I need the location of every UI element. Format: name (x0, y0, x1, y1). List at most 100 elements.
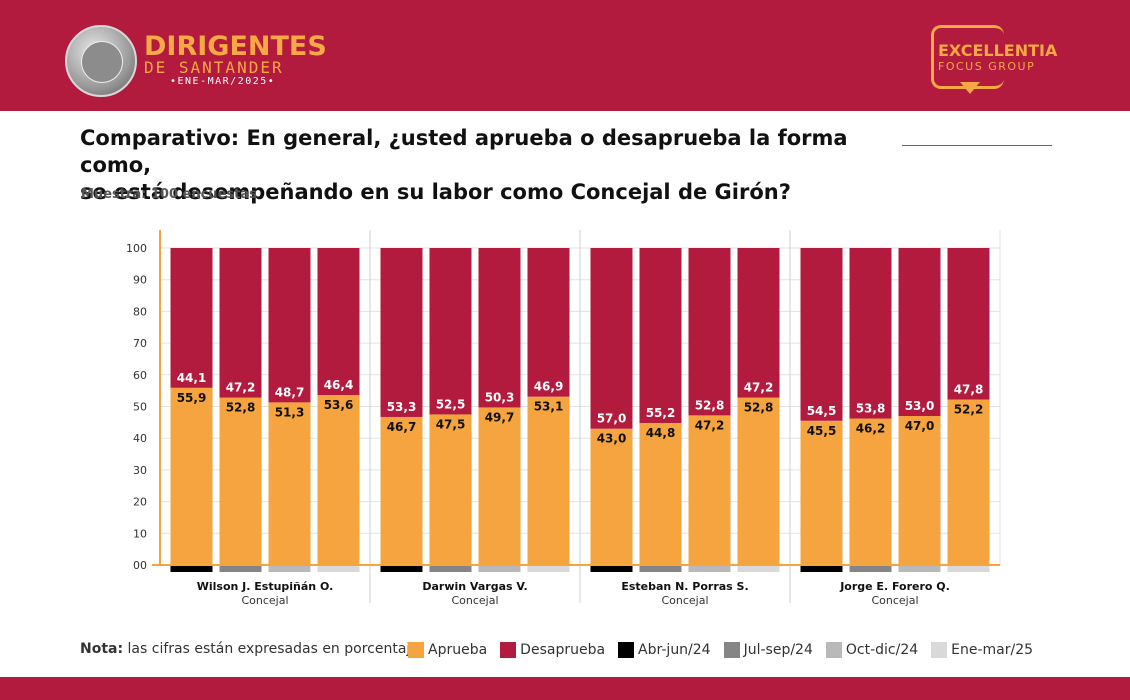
note-label: Nota: (80, 641, 124, 657)
bar-desaprueba (478, 248, 521, 408)
brand-period: •ENE-MAR/2025• (170, 76, 276, 87)
bar-aprueba (380, 416, 423, 565)
period-marker (317, 566, 360, 572)
bar-desaprueba (688, 248, 731, 416)
legend-swatch-jul-sep (723, 642, 740, 658)
period-marker (268, 566, 311, 572)
data-label-aprueba: 47,5 (436, 417, 466, 431)
bar-aprueba (478, 407, 521, 565)
sample-size: Muestra: 100 encuestas (81, 187, 257, 202)
brand-subtitle: DE SANTANDER (144, 58, 284, 77)
category-label-role: Concejal (241, 594, 288, 607)
bar-desaprueba (737, 248, 780, 398)
bar-desaprueba (317, 248, 360, 396)
bar-aprueba (639, 422, 682, 565)
period-marker (639, 566, 682, 572)
data-label-aprueba: 52,8 (226, 401, 256, 415)
legend-item-abr-jun: Abr-jun/24 (618, 642, 711, 658)
y-tick-label: 60 (133, 369, 147, 382)
y-tick-label: 20 (133, 496, 147, 509)
legend-item-desaprueba: Desaprueba (500, 642, 605, 658)
y-tick-label: 30 (133, 464, 147, 477)
period-marker (380, 566, 423, 572)
bar-desaprueba (639, 248, 682, 423)
period-marker (737, 566, 780, 572)
data-label-aprueba: 45,5 (807, 424, 837, 438)
data-label-aprueba: 52,2 (954, 403, 984, 417)
category-label-name: Darwin Vargas V. (422, 580, 527, 593)
data-label-aprueba: 49,7 (485, 410, 515, 424)
legend-label-ene-mar: Ene-mar/25 (951, 642, 1034, 658)
legend-swatch-oct-dic (825, 642, 842, 658)
data-label-desaprueba: 53,0 (905, 399, 935, 413)
data-label-aprueba: 47,2 (695, 418, 725, 432)
y-tick-label: 80 (133, 305, 147, 318)
bar-aprueba (849, 418, 892, 565)
bar-desaprueba (219, 248, 262, 398)
legend-label-jul-sep: Jul-sep/24 (743, 642, 813, 658)
data-label-desaprueba: 46,9 (534, 380, 564, 394)
chart-title-line1: Comparativo: En general, ¿usted aprueba … (80, 126, 848, 177)
data-label-desaprueba: 53,8 (856, 402, 886, 416)
bar-desaprueba (170, 248, 213, 388)
bar-aprueba (590, 428, 633, 565)
data-label-aprueba: 55,9 (177, 391, 207, 405)
legend-label-abr-jun: Abr-jun/24 (638, 642, 711, 658)
data-label-desaprueba: 54,5 (807, 404, 837, 418)
data-label-desaprueba: 52,5 (436, 397, 466, 411)
bar-desaprueba (527, 248, 570, 397)
bar-aprueba (737, 397, 780, 565)
period-marker (478, 566, 521, 572)
category-label-role: Concejal (451, 594, 498, 607)
y-tick-label: 00 (133, 559, 147, 572)
bar-aprueba (688, 415, 731, 565)
legend-item-oct-dic: Oct-dic/24 (825, 642, 918, 658)
data-label-desaprueba: 47,2 (226, 381, 256, 395)
period-marker (219, 566, 262, 572)
data-label-desaprueba: 52,8 (695, 398, 725, 412)
y-tick-label: 90 (133, 274, 147, 287)
chart-title: Comparativo: En general, ¿usted aprueba … (80, 125, 910, 206)
period-marker (849, 566, 892, 572)
legend-swatch-ene-mar (931, 642, 948, 658)
bar-aprueba (429, 414, 472, 565)
period-marker (527, 566, 570, 572)
title-rule (902, 145, 1052, 146)
bar-desaprueba (268, 248, 311, 403)
data-label-aprueba: 53,1 (534, 400, 564, 414)
data-label-desaprueba: 48,7 (275, 385, 305, 399)
data-label-aprueba: 44,8 (646, 426, 676, 440)
bar-desaprueba (898, 248, 941, 417)
bar-aprueba (947, 399, 990, 565)
legend-swatch-aprueba (408, 642, 424, 658)
y-tick-label: 50 (133, 401, 147, 414)
bar-desaprueba (800, 248, 843, 421)
data-label-desaprueba: 47,8 (954, 383, 984, 397)
speech-bubble-tail-icon (960, 82, 980, 94)
period-marker (947, 566, 990, 572)
category-label-name: Jorge E. Forero Q. (839, 580, 950, 593)
data-label-desaprueba: 50,3 (485, 390, 515, 404)
data-label-aprueba: 53,6 (324, 398, 354, 412)
note-text: las cifras están expresadas en porcentaj… (127, 641, 419, 657)
y-tick-label: 70 (133, 337, 147, 350)
chart-title-line2: se está desempeñando en su labor como Co… (80, 180, 791, 204)
bar-aprueba (317, 395, 360, 565)
data-label-desaprueba: 57,0 (597, 412, 627, 426)
y-tick-label: 100 (126, 242, 147, 255)
bar-aprueba (527, 396, 570, 565)
category-label-role: Concejal (661, 594, 708, 607)
bar-desaprueba (849, 248, 892, 419)
data-label-desaprueba: 46,4 (324, 378, 354, 392)
bar-desaprueba (947, 248, 990, 400)
stacked-bar-chart: 00 10 20 30 40 50 60 70 80 90 100 55,9 44,1 52,8 47,2 5… (126, 230, 1001, 607)
category-label-name: Wilson J. Estupiñán O. (197, 580, 334, 593)
data-label-desaprueba: 44,1 (177, 371, 207, 385)
period-marker (800, 566, 843, 572)
data-label-aprueba: 46,7 (387, 420, 417, 434)
period-marker (429, 566, 472, 572)
bar-desaprueba (380, 248, 423, 417)
bar-aprueba (268, 402, 311, 565)
brand-title: DIRIGENTES (144, 31, 327, 62)
logo-title: EXCELLENTIA (938, 41, 1058, 60)
